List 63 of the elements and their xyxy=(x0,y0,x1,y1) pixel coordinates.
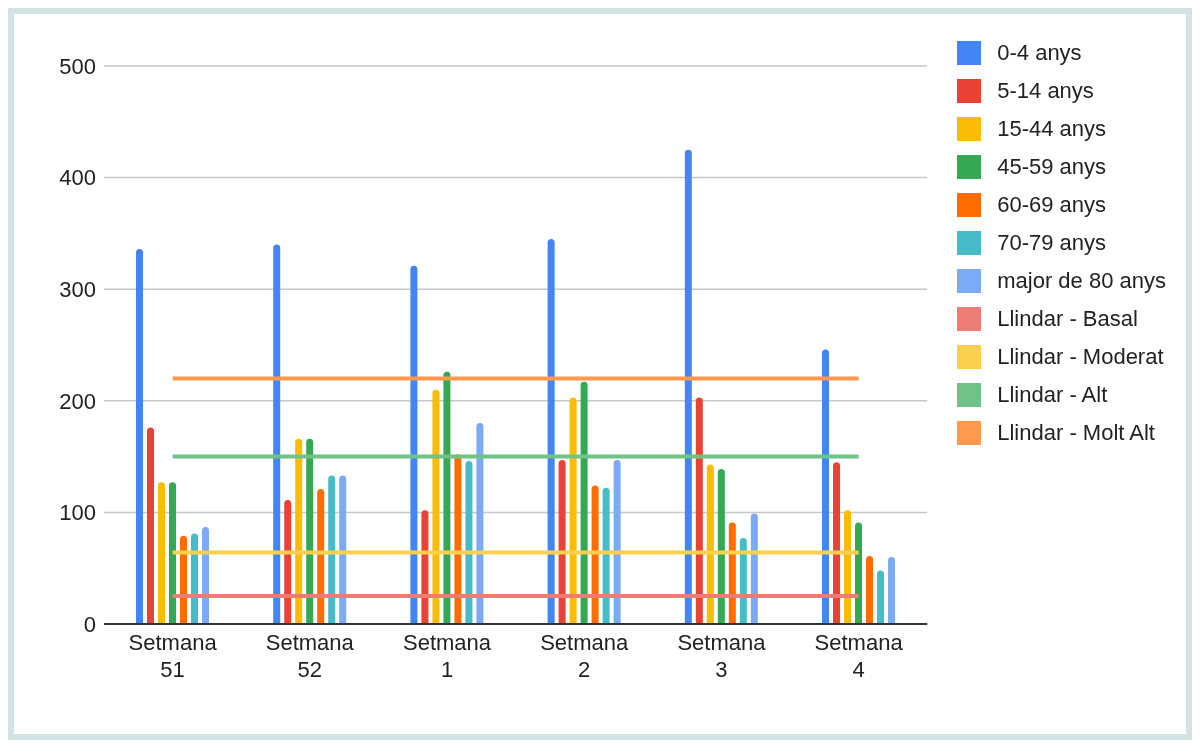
y-tick-label: 400 xyxy=(59,165,96,191)
y-tick-label: 500 xyxy=(59,53,96,79)
bar xyxy=(739,538,747,624)
bar xyxy=(158,482,165,624)
legend-label: 5-14 anys xyxy=(997,78,1094,104)
bar xyxy=(317,488,325,624)
y-tick-label: 200 xyxy=(59,388,96,414)
x-tick-label: Setmana 51 xyxy=(128,630,218,682)
bar xyxy=(306,438,314,624)
bar xyxy=(410,265,418,624)
bar xyxy=(339,475,347,624)
x-tick-label: Setmana 2 xyxy=(540,630,630,682)
bar xyxy=(706,464,714,624)
bar xyxy=(855,522,863,624)
bar xyxy=(580,381,588,624)
legend-label: 45-59 anys xyxy=(997,154,1107,180)
bar xyxy=(547,238,555,624)
bar xyxy=(728,522,736,624)
x-tick-label: Setmana 3 xyxy=(677,630,767,682)
legend-label: Llindar - Molt Alt xyxy=(997,420,1155,446)
bar xyxy=(822,349,830,624)
x-tick-label: Setmana 4 xyxy=(814,630,904,682)
bar xyxy=(273,244,281,624)
bar xyxy=(147,427,154,624)
bar xyxy=(602,487,610,624)
bar xyxy=(695,397,703,624)
bar xyxy=(169,482,176,624)
legend-label: 0-4 anys xyxy=(997,40,1082,66)
bar xyxy=(284,500,292,624)
bar xyxy=(877,570,885,624)
legend-label: 15-44 anys xyxy=(997,116,1107,142)
bar xyxy=(558,459,566,624)
bar xyxy=(443,371,451,624)
legend-label: 70-79 anys xyxy=(997,230,1107,256)
bar xyxy=(476,423,484,624)
bar xyxy=(717,468,725,624)
legend-label: 60-69 anys xyxy=(997,192,1107,218)
bar xyxy=(202,526,209,624)
bar xyxy=(328,475,336,624)
y-tick-label: 0 xyxy=(83,611,96,637)
bar xyxy=(136,249,143,624)
bar xyxy=(750,513,758,624)
legend-label: major de 80 anys xyxy=(997,268,1166,294)
legend-label: Llindar - Alt xyxy=(997,382,1108,408)
bar xyxy=(591,485,599,624)
bar xyxy=(613,459,621,624)
bar xyxy=(833,462,841,624)
bar xyxy=(684,149,692,624)
bar xyxy=(569,397,577,624)
legend-label: Llindar - Basal xyxy=(997,306,1138,332)
y-tick-label: 300 xyxy=(59,277,96,303)
legend-label: Llindar - Moderat xyxy=(997,344,1164,370)
bar xyxy=(432,389,440,624)
bar xyxy=(180,535,187,624)
bar xyxy=(454,454,462,624)
y-tick-label: 100 xyxy=(59,500,96,526)
bar xyxy=(191,533,198,624)
x-tick-label: Setmana 52 xyxy=(265,630,355,682)
bar xyxy=(866,555,874,624)
bar xyxy=(295,438,303,624)
bar xyxy=(465,461,473,624)
x-tick-label: Setmana 1 xyxy=(402,630,492,682)
bar xyxy=(888,557,896,624)
